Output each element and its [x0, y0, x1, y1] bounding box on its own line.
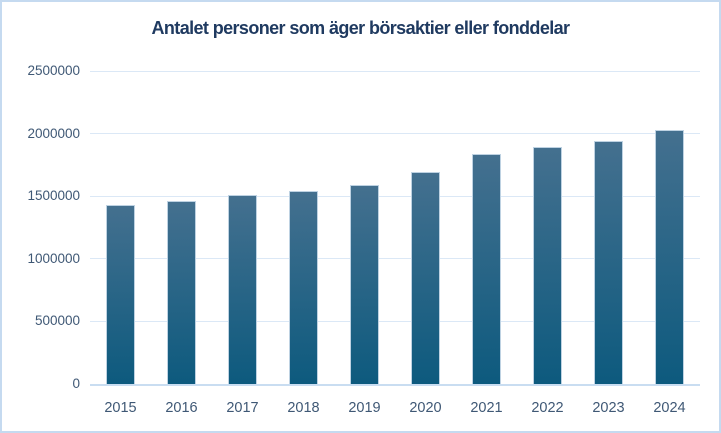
x-axis-line: [90, 384, 700, 386]
x-axis-tick-label: 2021: [470, 400, 503, 416]
bar: [411, 171, 440, 384]
x-axis-tick-label: 2019: [348, 400, 381, 416]
bar: [167, 200, 196, 384]
x-axis-tick-label: 2023: [592, 400, 625, 416]
bar: [106, 204, 135, 384]
y-axis-tick-label: 2000000: [27, 125, 80, 141]
x-axis-tick-label: 2022: [531, 400, 564, 416]
y-axis-tick-label: 500000: [34, 313, 80, 329]
bar: [289, 191, 318, 384]
bar: [350, 184, 379, 384]
bar: [533, 146, 562, 384]
x-axis-tick-label: 2024: [653, 400, 686, 416]
gridline: [90, 195, 700, 197]
y-axis-tick-label: 2500000: [27, 63, 80, 78]
chart-title: Antalet personer som äger börsaktier ell…: [151, 18, 571, 38]
bar: [228, 194, 257, 384]
y-axis-tick-label: 1000000: [27, 250, 80, 266]
gridline: [90, 320, 700, 322]
bar: [655, 130, 684, 384]
x-axis-tick-label: 2017: [226, 400, 259, 416]
x-axis-tick-label: 2015: [104, 400, 137, 416]
x-axis-tick-label: 2018: [287, 400, 320, 416]
x-axis-tick-label: 2016: [165, 400, 198, 416]
gridline: [90, 70, 700, 72]
gridline: [90, 133, 700, 135]
y-axis-tick-label: 1500000: [27, 188, 80, 204]
plot-area: [90, 70, 700, 386]
bar: [472, 153, 501, 384]
gridline: [90, 258, 700, 260]
bar: [594, 140, 623, 384]
x-axis-tick-label: 2020: [409, 400, 442, 416]
y-axis-tick-label: 0: [72, 376, 80, 391]
